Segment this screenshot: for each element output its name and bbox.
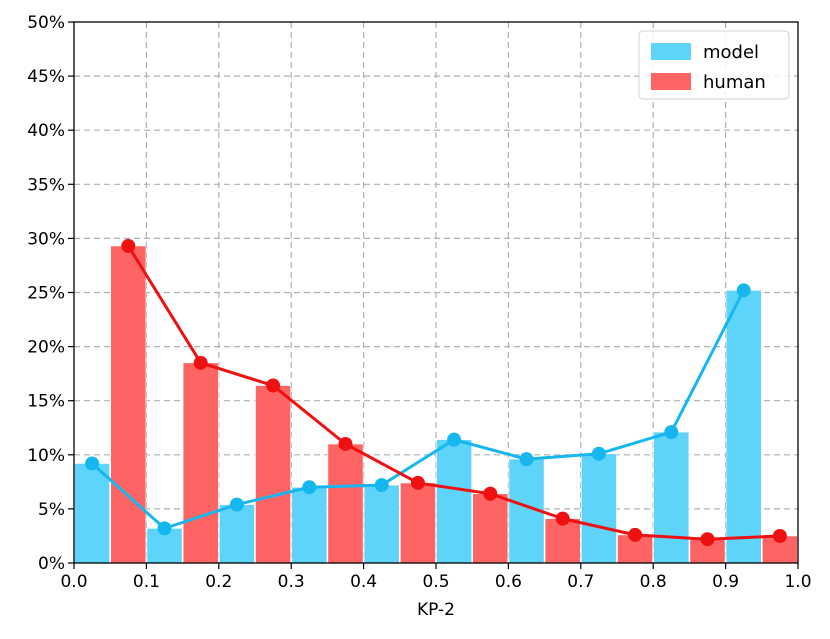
x-tick-label: 0.8 [640,572,667,592]
y-tick-label: 20% [27,338,65,358]
y-tick-label: 40% [27,121,65,141]
line-model [91,289,746,530]
bar-human [327,443,364,564]
point-model [736,283,751,298]
bar-human [255,385,292,564]
x-tick-label: 0.2 [205,572,232,592]
x-tick-label: 0.1 [133,572,160,592]
point-model [591,446,606,461]
y-tick-label: 50% [27,13,65,33]
bar-human [472,493,509,564]
y-tick-label: 0% [38,554,65,574]
point-model [664,425,679,440]
y-tick-label: 30% [27,229,65,249]
bar-model [219,504,255,564]
x-tick-label: 0.0 [60,572,87,592]
y-tick-label: 10% [27,446,65,466]
bar-human [399,482,436,564]
y-axis-ticks: 0% 5% 10% 15% 20% 25% 30% 35% 40% 45% 50% [27,13,74,574]
x-tick-label: 0.5 [422,572,449,592]
point-human [338,436,353,451]
point-model [229,497,244,512]
y-tick-label: 35% [27,175,65,195]
legend-swatch-model [651,43,691,60]
bar-model [74,463,111,564]
bar-model [580,453,617,564]
bar-model [363,484,400,564]
y-tick-label: 25% [27,284,65,304]
point-human [700,532,715,547]
bar-human [182,362,219,564]
bar-human [110,245,147,564]
point-model [157,521,172,536]
bar-model [653,431,690,564]
bar-model [436,439,473,564]
bars [74,245,798,564]
point-human [410,475,425,490]
x-tick-label: 0.3 [278,572,305,592]
point-human [121,238,136,253]
series-points [85,238,787,547]
x-axis-ticks: 0.0 0.1 0.2 0.3 0.4 0.5 0.6 0.7 0.8 0.9 1.0 [60,563,812,592]
point-model [519,452,534,467]
bar-human [544,518,581,564]
x-axis-label: KP-2 [417,600,455,620]
legend-label-model: model [703,42,759,63]
point-human [772,528,787,543]
point-human [628,527,643,542]
line-human [127,245,780,541]
legend-swatch-human [651,73,691,90]
y-tick-label: 15% [27,392,65,412]
x-tick-label: 0.4 [350,572,377,592]
x-tick-label: 0.6 [495,572,522,592]
legend-label-human: human [703,72,766,93]
point-human [193,355,208,370]
point-human [483,486,498,501]
bar-model [291,486,328,564]
point-model [302,480,317,495]
y-tick-label: 5% [38,500,65,520]
legend: model human [638,30,790,100]
point-human [266,378,281,393]
grid [74,22,798,563]
x-tick-label: 0.9 [712,572,739,592]
point-model [447,432,462,447]
x-tick-label: 1.0 [784,572,811,592]
point-human [555,511,570,526]
point-model [85,456,100,471]
x-tick-label: 0.7 [567,572,594,592]
series-lines [91,245,780,541]
y-tick-label: 45% [27,67,65,87]
point-model [374,478,389,493]
bar-model [725,290,762,564]
